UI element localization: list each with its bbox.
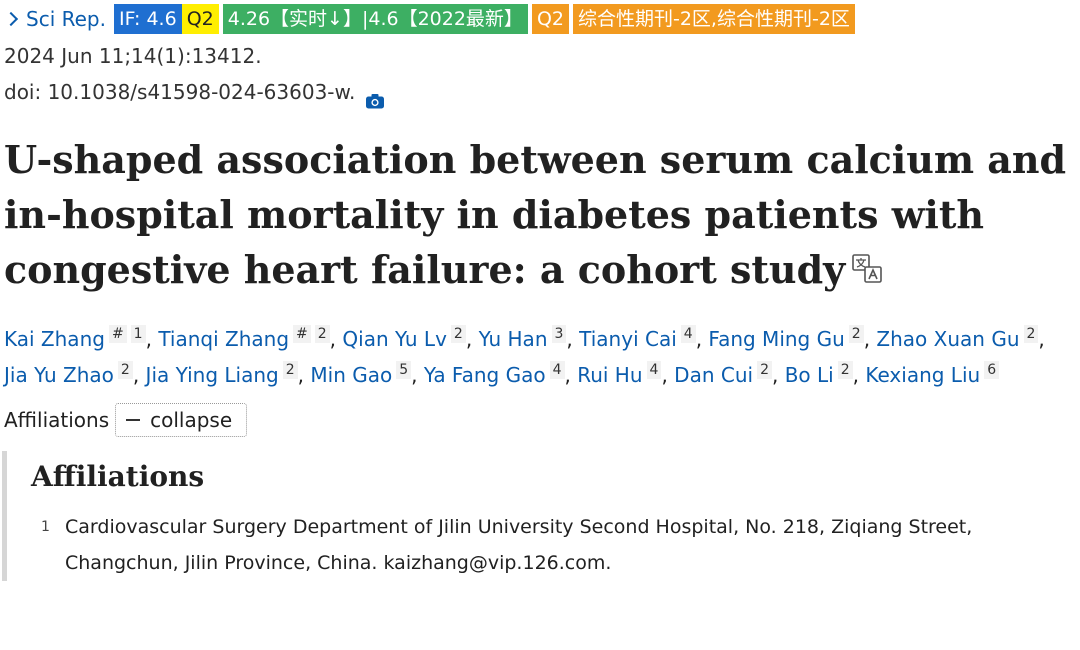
author-link[interactable]: Kai Zhang bbox=[4, 327, 105, 351]
doi-line: doi: 10.1038/s41598-024-63603-w. bbox=[4, 74, 1076, 110]
affiliation-ref[interactable]: 5 bbox=[396, 361, 412, 379]
affiliation-text: Cardiovascular Surgery Department of Jil… bbox=[65, 516, 973, 574]
journal-link[interactable]: Sci Rep. bbox=[3, 7, 106, 31]
affiliation-ref[interactable]: 1 bbox=[130, 325, 146, 343]
author-link[interactable]: Tianqi Zhang bbox=[158, 327, 290, 351]
author-list: Kai Zhang #1, Tianqi Zhang #2, Qian Yu Lv 2… bbox=[4, 321, 1074, 393]
author-link[interactable]: Qian Yu Lv bbox=[342, 327, 447, 351]
cas-category-badge: 综合性期刊-2区,综合性期刊-2区 bbox=[572, 4, 855, 34]
author-link[interactable]: Bo Li bbox=[784, 363, 834, 387]
affiliation-ref[interactable]: 4 bbox=[680, 325, 696, 343]
author-separator: , bbox=[329, 327, 343, 351]
article-title: U-shaped association between serum calci… bbox=[4, 132, 1076, 297]
affiliation-number: 1 bbox=[41, 519, 50, 535]
citation-row: Sci Rep. IF: 4.6 Q2 4.26【实时↓】|4.6【2022最新… bbox=[3, 0, 1076, 38]
affiliation-ref[interactable]: 3 bbox=[551, 325, 567, 343]
author-separator: , bbox=[863, 327, 877, 351]
affiliation-item: 1 Cardiovascular Surgery Department of J… bbox=[31, 509, 1074, 581]
author-link[interactable]: Zhao Xuan Gu bbox=[876, 327, 1020, 351]
realtime-if-badge: 4.26【实时↓】|4.6【2022最新】 bbox=[222, 4, 528, 34]
author-separator: , bbox=[465, 327, 479, 351]
collapse-label: collapse bbox=[150, 408, 233, 432]
author-separator: , bbox=[695, 327, 709, 351]
quartile-badge: Q2 bbox=[181, 4, 219, 34]
cas-quartile-badge: Q2 bbox=[531, 4, 569, 34]
affiliation-ref[interactable]: 4 bbox=[646, 361, 662, 379]
affiliation-ref[interactable]: 2 bbox=[282, 361, 298, 379]
author-separator: , bbox=[852, 363, 866, 387]
affiliation-ref[interactable]: 6 bbox=[984, 361, 1000, 379]
author-separator: , bbox=[145, 327, 159, 351]
affiliation-ref[interactable]: 2 bbox=[848, 325, 864, 343]
minus-icon bbox=[126, 419, 141, 421]
author-separator: , bbox=[564, 363, 578, 387]
author-link[interactable]: Tianyi Cai bbox=[579, 327, 677, 351]
affiliation-ref[interactable]: 2 bbox=[1023, 325, 1039, 343]
equal-contribution-marker: # bbox=[108, 325, 127, 343]
date-volume: 2024 Jun 11;14(1):13412. bbox=[4, 44, 262, 68]
author-link[interactable]: Kexiang Liu bbox=[865, 363, 981, 387]
affiliation-ref[interactable]: 2 bbox=[314, 325, 330, 343]
equal-contribution-marker: # bbox=[293, 325, 311, 343]
affiliations-label: Affiliations bbox=[4, 408, 110, 432]
author-link[interactable]: Jia Yu Zhao bbox=[4, 363, 114, 387]
author-separator: , bbox=[411, 363, 424, 387]
author-separator: , bbox=[771, 363, 785, 387]
affiliation-ref[interactable]: 2 bbox=[117, 361, 133, 379]
author-link[interactable]: Yu Han bbox=[478, 327, 548, 351]
author-separator: , bbox=[132, 363, 146, 387]
affiliation-ref[interactable]: 2 bbox=[450, 325, 466, 343]
affiliation-ref[interactable]: 2 bbox=[757, 361, 772, 379]
author-link[interactable]: Rui Hu bbox=[577, 363, 643, 387]
author-separator: , bbox=[566, 327, 580, 351]
author-link[interactable]: Dan Cui bbox=[674, 363, 754, 387]
affiliation-ref[interactable]: 4 bbox=[549, 361, 565, 379]
affiliations-heading: Affiliations bbox=[31, 460, 205, 493]
translate-icon[interactable] bbox=[851, 244, 883, 283]
collapse-button[interactable]: collapse bbox=[115, 403, 248, 437]
affiliation-ref[interactable]: 2 bbox=[837, 361, 853, 379]
article-title-text: U-shaped association between serum calci… bbox=[4, 137, 1067, 292]
affiliations-section: Affiliations 1 Cardiovascular Surgery De… bbox=[2, 451, 1074, 581]
impact-factor-badge: IF: 4.6 bbox=[113, 4, 182, 34]
author-separator: , bbox=[297, 363, 311, 387]
author-separator: , bbox=[1038, 327, 1045, 351]
chevron-right-icon bbox=[3, 11, 19, 27]
journal-name: Sci Rep. bbox=[26, 7, 106, 31]
camera-icon[interactable] bbox=[365, 84, 385, 109]
author-link[interactable]: Ya Fang Gao bbox=[423, 363, 546, 387]
author-link[interactable]: Fang Ming Gu bbox=[708, 327, 845, 351]
affiliations-toggle-row: Affiliations collapse bbox=[4, 403, 1076, 437]
author-link[interactable]: Jia Ying Liang bbox=[145, 363, 279, 387]
author-separator: , bbox=[661, 363, 675, 387]
doi-text[interactable]: doi: 10.1038/s41598-024-63603-w. bbox=[4, 80, 356, 104]
article-header: Sci Rep. IF: 4.6 Q2 4.26【实时↓】|4.6【2022最新… bbox=[2, 0, 1076, 581]
author-link[interactable]: Min Gao bbox=[310, 363, 393, 387]
